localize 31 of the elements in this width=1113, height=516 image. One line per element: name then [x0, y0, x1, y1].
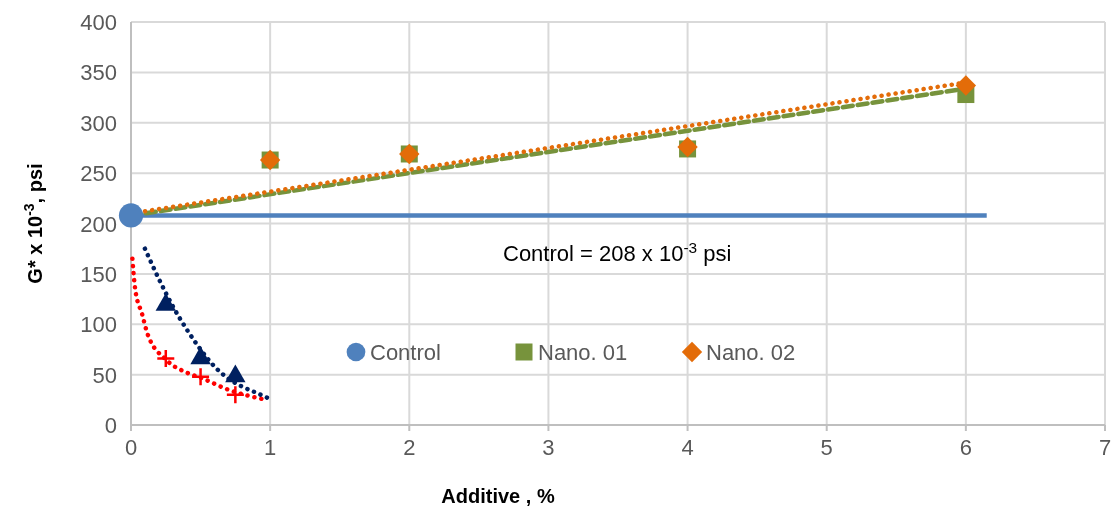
x-tick-label: 0: [124, 435, 138, 460]
y-tick-label: 0: [104, 413, 117, 438]
y-tick-label: 250: [80, 161, 117, 187]
x-tick-label: 1: [264, 435, 277, 460]
y-tick-label: 100: [80, 312, 117, 338]
point: [190, 366, 211, 387]
y-tick-label: 50: [92, 362, 117, 388]
x-tick-label: 7: [1098, 435, 1112, 460]
line-series: [142, 246, 270, 401]
y-tick-label: 300: [80, 110, 117, 136]
y-tick-label: 200: [80, 211, 117, 237]
x-tick-label: 6: [959, 435, 972, 460]
legend-label: Nano. 02: [706, 340, 796, 365]
point: [118, 203, 144, 228]
point: [955, 75, 977, 96]
point: [225, 385, 246, 405]
x-axis-title: Additive , %: [441, 485, 555, 507]
x-tick-label: 4: [681, 435, 694, 460]
y-tick-label: 350: [80, 60, 117, 86]
x-tick-label: 2: [403, 435, 416, 460]
legend-label: Control: [370, 340, 441, 365]
y-tick-label: 400: [80, 10, 117, 35]
x-tick-label: 3: [542, 435, 555, 460]
x-tick-label: 5: [820, 435, 833, 460]
ref-line-label: Control = 208 x 10$^{-3}$ psi: [503, 238, 732, 267]
point: [225, 364, 246, 383]
y-tick-label: 150: [80, 261, 117, 287]
legend-label: Nano. 01: [538, 340, 628, 365]
point: [155, 292, 176, 311]
point: [190, 346, 211, 365]
point: [156, 348, 176, 369]
